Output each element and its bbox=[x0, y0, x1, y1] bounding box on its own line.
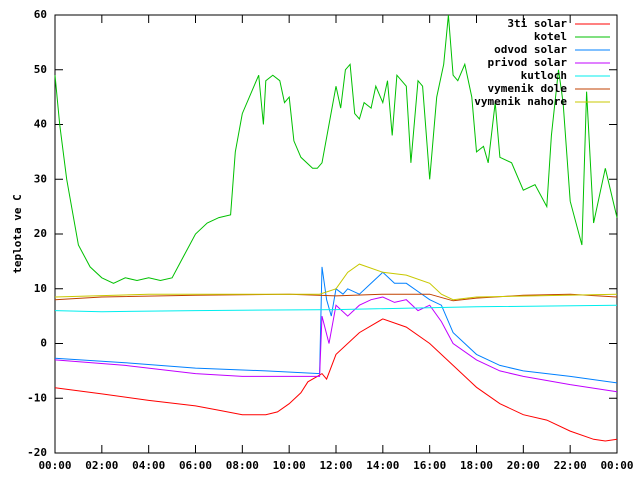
legend-label: kutloch bbox=[521, 69, 567, 82]
series-line bbox=[54, 263, 618, 301]
series-line bbox=[54, 296, 618, 393]
y-tick-label: 20 bbox=[34, 227, 47, 240]
y-axis-label: teplota ve C bbox=[11, 194, 24, 273]
y-tick-label: 10 bbox=[34, 282, 47, 295]
legend-label: vymenik nahore bbox=[474, 95, 567, 108]
y-tick-label: 40 bbox=[34, 118, 47, 131]
x-tick-label: 00:00 bbox=[600, 459, 633, 472]
x-tick-label: 22:00 bbox=[554, 459, 587, 472]
x-tick-label: 16:00 bbox=[413, 459, 446, 472]
y-tick-label: 50 bbox=[34, 63, 47, 76]
series-line bbox=[54, 14, 618, 284]
x-tick-label: 06:00 bbox=[179, 459, 212, 472]
x-tick-label: 04:00 bbox=[132, 459, 165, 472]
x-tick-label: 10:00 bbox=[273, 459, 306, 472]
legend-label: privod solar bbox=[488, 56, 568, 69]
x-tick-label: 08:00 bbox=[226, 459, 259, 472]
y-tick-label: 0 bbox=[40, 337, 47, 350]
y-tick-label: -20 bbox=[27, 446, 47, 459]
y-tick-label: 60 bbox=[34, 8, 47, 21]
legend-label: 3ti solar bbox=[507, 17, 567, 30]
x-tick-label: 20:00 bbox=[507, 459, 540, 472]
series-line bbox=[54, 304, 618, 313]
x-tick-label: 18:00 bbox=[460, 459, 493, 472]
legend-label: odvod solar bbox=[494, 43, 567, 56]
series-line bbox=[54, 293, 618, 302]
legend-label: kotel bbox=[534, 30, 567, 43]
x-tick-label: 14:00 bbox=[366, 459, 399, 472]
x-tick-label: 12:00 bbox=[319, 459, 352, 472]
x-tick-label: 00:00 bbox=[38, 459, 71, 472]
series-line bbox=[54, 318, 618, 442]
y-tick-label: 30 bbox=[34, 172, 47, 185]
series-line bbox=[54, 266, 618, 384]
legend-label: vymenik dole bbox=[488, 82, 568, 95]
y-tick-label: -10 bbox=[27, 391, 47, 404]
x-tick-label: 02:00 bbox=[85, 459, 118, 472]
